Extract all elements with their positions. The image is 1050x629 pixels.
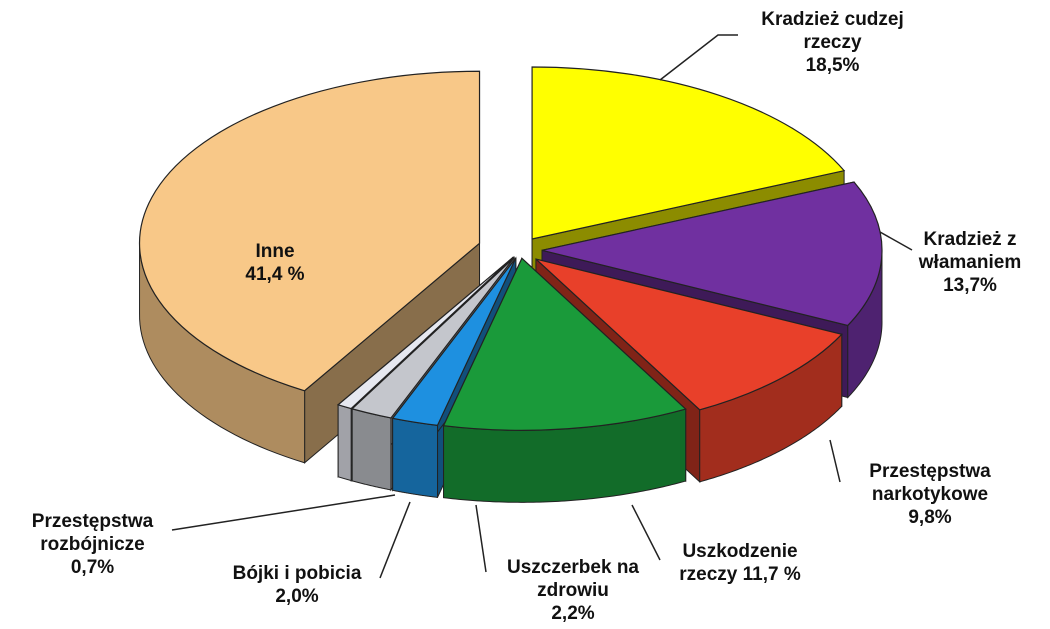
slice-label: Uszczerbek na zdrowiu 2,2%	[483, 556, 663, 625]
pie-slice	[138, 70, 481, 392]
slice-outer-wall	[337, 404, 352, 482]
pie-slice	[535, 258, 843, 411]
pie-slice	[391, 257, 517, 427]
pie-slice	[351, 257, 515, 419]
slice-outer-wall	[392, 417, 439, 498]
slice-label: Kradzież z włamaniem 13,7%	[905, 228, 1035, 297]
value-label: 41,4 %	[245, 264, 305, 285]
pie-slice	[531, 66, 846, 240]
slice-label: Inne 41,4 %	[200, 240, 350, 286]
category-label: Bójki i pobicia	[232, 563, 362, 584]
category-label: Kradzież z włamaniem	[918, 229, 1022, 273]
value-label: 18,5%	[805, 55, 860, 76]
category-label: Uszczerbek na zdrowiu	[506, 557, 639, 601]
leader-line	[475, 504, 487, 573]
category-label: Przestępstwa rozbójnicze	[31, 511, 154, 555]
leader-line	[659, 34, 738, 81]
leader-line	[631, 504, 661, 561]
pie-slice	[442, 257, 687, 431]
value-label: 0,7%	[70, 557, 115, 578]
value-label: 13,7%	[943, 275, 997, 296]
pie-slice	[336, 256, 514, 410]
category-label: Inne	[255, 241, 295, 262]
slice-label: Przestępstwa rozbójnicze 0,7%	[5, 510, 180, 579]
leader-line	[379, 501, 411, 579]
slice-label: Bójki i pobicia 2,0%	[212, 562, 382, 608]
slice-outer-wall	[351, 408, 392, 491]
pie-slice	[541, 181, 883, 327]
value-label: 11,7 %	[742, 564, 801, 585]
value-label: 2,2%	[551, 603, 595, 624]
value-label: 9,8%	[908, 507, 952, 528]
category-label: Uszkodzenie rzeczy	[679, 541, 798, 585]
slice-label: Przestępstwa narkotykowe 9,8%	[835, 460, 1025, 529]
slice-label: Uszkodzenie rzeczy 11,7 %	[655, 540, 825, 586]
slice-tops	[138, 66, 883, 431]
leader-line	[879, 231, 913, 251]
leader-line	[829, 439, 841, 483]
category-label: Przestępstwa narkotykowe	[869, 461, 991, 505]
slice-label: Kradzież cudzej rzeczy 18,5%	[735, 8, 930, 77]
value-label: 2,0%	[275, 586, 319, 607]
leader-line	[171, 494, 396, 531]
category-label: Kradzież cudzej rzeczy	[761, 9, 904, 53]
